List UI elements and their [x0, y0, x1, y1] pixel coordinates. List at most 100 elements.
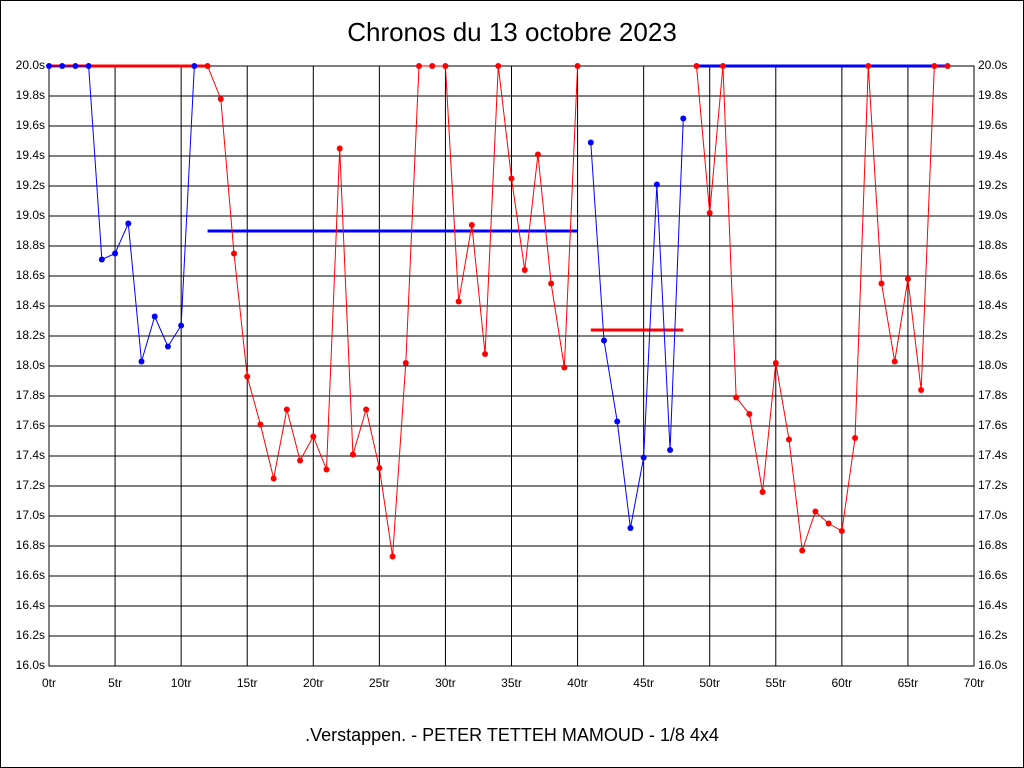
- data-point: [164, 343, 171, 350]
- y-tick-label: 16.4s: [16, 598, 45, 612]
- data-point: [376, 465, 383, 471]
- data-point: [746, 411, 753, 417]
- series-line: [590, 118, 684, 529]
- x-tick-label: 30tr: [435, 676, 456, 690]
- x-tick-label: 5tr: [108, 676, 122, 690]
- data-point: [759, 489, 766, 495]
- y-tick-label: 17.8s: [16, 388, 45, 402]
- x-tick-label: 45tr: [633, 676, 654, 690]
- x-tick-label: 25tr: [369, 676, 390, 690]
- y-tick-label: 19.2s: [16, 178, 45, 192]
- data-point: [429, 63, 436, 69]
- x-tick-label: 40tr: [567, 676, 588, 690]
- y-tick-label: 19.4s: [16, 148, 45, 162]
- data-point: [561, 364, 568, 371]
- data-point: [931, 63, 938, 69]
- y2-tick-label: 16.2s: [978, 628, 1007, 642]
- data-point: [468, 222, 475, 228]
- data-point: [455, 298, 462, 305]
- data-point: [495, 63, 502, 69]
- data-point: [310, 433, 317, 440]
- data-point: [944, 63, 951, 69]
- data-point: [297, 457, 304, 464]
- y-tick-label: 18.2s: [16, 328, 45, 342]
- data-point: [838, 528, 845, 534]
- y2-tick-label: 17.0s: [978, 508, 1007, 522]
- y2-tick-label: 20.0s: [978, 58, 1007, 72]
- data-point: [416, 63, 422, 69]
- y-tick-label: 17.2s: [16, 478, 45, 492]
- data-point: [799, 547, 806, 554]
- data-point: [59, 63, 66, 69]
- x-tick-label: 35tr: [501, 676, 522, 690]
- x-tick-label: 55tr: [765, 676, 786, 690]
- y2-tick-label: 17.8s: [978, 388, 1007, 402]
- data-point: [733, 394, 740, 401]
- data-point: [825, 520, 832, 527]
- data-point: [231, 250, 237, 257]
- data-point: [46, 63, 52, 69]
- data-point: [786, 436, 792, 443]
- data-point: [257, 421, 264, 428]
- data-point: [534, 151, 541, 158]
- data-point: [574, 63, 581, 69]
- data-point: [389, 553, 396, 560]
- y2-tick-label: 18.0s: [978, 358, 1007, 372]
- y-tick-label: 20.0s: [16, 58, 45, 72]
- y2-tick-label: 16.4s: [978, 598, 1007, 612]
- y-tick-label: 19.0s: [16, 208, 45, 222]
- y-tick-label: 16.6s: [16, 568, 45, 582]
- y2-tick-label: 18.8s: [978, 238, 1007, 252]
- x-tick-label: 65tr: [898, 676, 919, 690]
- x-tick-label: 60tr: [832, 676, 853, 690]
- data-point: [402, 360, 409, 366]
- y2-tick-label: 16.6s: [978, 568, 1007, 582]
- y2-tick-label: 19.8s: [978, 88, 1007, 102]
- data-point: [878, 280, 885, 287]
- x-tick-label: 20tr: [303, 676, 324, 690]
- data-point: [138, 358, 145, 365]
- data-point: [72, 63, 79, 69]
- data-point: [521, 267, 528, 273]
- plot-border: [48, 65, 975, 667]
- data-point: [204, 63, 211, 69]
- y-tick-label: 18.8s: [16, 238, 45, 252]
- y-tick-label: 19.8s: [16, 88, 45, 102]
- y-tick-label: 18.6s: [16, 268, 45, 282]
- y2-tick-label: 18.6s: [978, 268, 1007, 282]
- y-tick-label: 17.4s: [16, 448, 45, 462]
- data-point: [693, 63, 700, 69]
- data-point: [283, 406, 290, 413]
- y2-tick-label: 16.0s: [978, 658, 1007, 672]
- y2-tick-label: 19.6s: [978, 118, 1007, 132]
- x-tick-label: 15tr: [237, 676, 258, 690]
- data-point: [772, 360, 779, 366]
- data-point: [865, 63, 872, 69]
- y2-tick-label: 19.4s: [978, 148, 1007, 162]
- y2-tick-label: 17.2s: [978, 478, 1007, 492]
- data-point: [349, 451, 356, 458]
- x-tick-label: 50tr: [699, 676, 720, 690]
- data-point: [323, 466, 330, 473]
- data-point: [336, 145, 343, 152]
- y-tick-label: 19.6s: [16, 118, 45, 132]
- y2-tick-label: 18.2s: [978, 328, 1007, 342]
- y-tick-label: 16.8s: [16, 538, 45, 552]
- data-point: [706, 210, 713, 216]
- data-point: [627, 525, 634, 531]
- data-point: [852, 435, 859, 441]
- data-point: [442, 63, 449, 69]
- x-tick-label: 10tr: [171, 676, 192, 690]
- data-point: [918, 387, 925, 393]
- data-point: [125, 220, 132, 227]
- x-tick-label: 0tr: [42, 676, 56, 690]
- data-point: [904, 276, 911, 282]
- data-point: [680, 115, 687, 122]
- data-point: [891, 358, 898, 365]
- y2-tick-label: 19.0s: [978, 208, 1007, 222]
- data-point: [812, 508, 819, 515]
- chart-subtitle: .Verstappen. - PETER TETTEH MAMOUD - 1/8…: [305, 725, 719, 745]
- data-point: [719, 63, 726, 69]
- y2-tick-label: 19.2s: [978, 178, 1007, 192]
